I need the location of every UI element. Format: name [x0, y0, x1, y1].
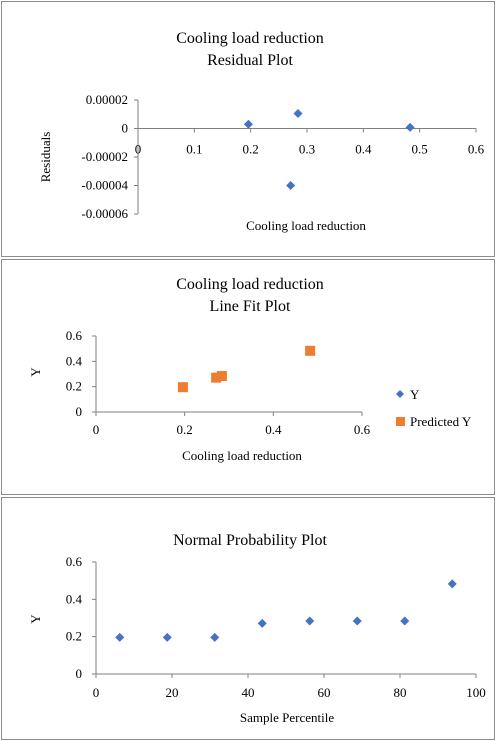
y-tick-label: 0.6 [66, 554, 83, 569]
legend-label-y: Y [410, 387, 420, 402]
y-tick-label: -0.00002 [81, 149, 128, 164]
legend-marker-y [396, 390, 404, 398]
data-point-predicted-y [305, 346, 315, 356]
y-tick-label: 0.2 [66, 379, 82, 394]
data-point [353, 616, 362, 625]
y-tick-label: -0.00004 [81, 178, 128, 193]
residual-plot-chart: Cooling load reduction Residual Plot 0.0… [2, 2, 496, 258]
y-tick-label: 0.4 [66, 591, 83, 606]
data-point [293, 109, 302, 118]
chart-title: Normal Probability Plot [173, 532, 327, 549]
x-tick-label: 0.6 [354, 422, 371, 437]
data-point [400, 616, 409, 625]
data-point [210, 633, 219, 642]
y-axis-label: Y [28, 614, 43, 624]
x-tick-label: 0.6 [468, 142, 485, 157]
legend-marker-predicted-y [396, 417, 405, 426]
y-axis-label: Y [28, 367, 43, 377]
data-point [406, 123, 415, 132]
chart-title-line-1: Cooling load reduction [176, 30, 324, 47]
normal-probability-plot-panel: Normal Probability Plot 0.6 0.4 0.2 0 0 20 40 6… [1, 497, 495, 740]
chart-title-line-2: Residual Plot [207, 52, 293, 69]
x-axis-label: Cooling load reduction [182, 448, 302, 463]
line-fit-plot-chart: Cooling load reduction Line Fit Plot 0.6… [2, 260, 496, 496]
x-tick-label: 0.3 [299, 142, 315, 157]
x-tick-label: 100 [466, 685, 486, 700]
data-point [163, 633, 172, 642]
x-tick-label: 0 [93, 422, 100, 437]
x-tick-label: 0.2 [243, 142, 259, 157]
legend: Y Predicted Y [396, 387, 472, 429]
data-point [244, 120, 253, 129]
data-point [115, 633, 124, 642]
y-tick-label: 0.6 [66, 328, 83, 343]
data-point [448, 579, 457, 588]
legend-label-predicted-y: Predicted Y [410, 414, 472, 429]
chart-title-line-2: Line Fit Plot [210, 298, 291, 315]
residual-plot-panel: Cooling load reduction Residual Plot 0.0… [1, 1, 495, 257]
x-tick-label: 0.5 [412, 142, 428, 157]
chart-title-line-1: Cooling load reduction [176, 276, 324, 293]
x-tick-label: 20 [166, 685, 179, 700]
y-tick-label: 0.2 [66, 629, 82, 644]
x-tick-label: 0.4 [355, 142, 372, 157]
x-tick-label: 40 [242, 685, 255, 700]
y-tick-label: 0 [76, 404, 83, 419]
x-axis-label: Cooling load reduction [246, 218, 366, 233]
data-point [305, 616, 314, 625]
x-tick-label: 0 [135, 142, 142, 157]
data-point-predicted-y [217, 371, 227, 381]
x-tick-label: 0.4 [265, 422, 282, 437]
x-tick-label: 60 [318, 685, 331, 700]
x-axis-label: Sample Percentile [240, 710, 334, 725]
y-tick-label: -0.00006 [81, 206, 128, 221]
x-tick-label: 0 [93, 685, 100, 700]
data-point-predicted-y [178, 382, 188, 392]
x-tick-label: 80 [394, 685, 407, 700]
line-fit-plot-panel: Cooling load reduction Line Fit Plot 0.6… [1, 259, 495, 495]
x-tick-label: 0.2 [177, 422, 193, 437]
data-point [286, 181, 295, 190]
y-tick-label: 0.4 [66, 353, 83, 368]
y-axis-label: Residuals [38, 132, 53, 183]
y-tick-label: 0.00002 [86, 92, 128, 107]
normal-probability-plot-chart: Normal Probability Plot 0.6 0.4 0.2 00 20 40 6… [2, 498, 496, 741]
y-tick-label: 0 [122, 121, 129, 136]
y-tick-label: 0 [76, 666, 83, 681]
data-point [258, 619, 267, 628]
x-tick-label: 0.1 [186, 142, 202, 157]
